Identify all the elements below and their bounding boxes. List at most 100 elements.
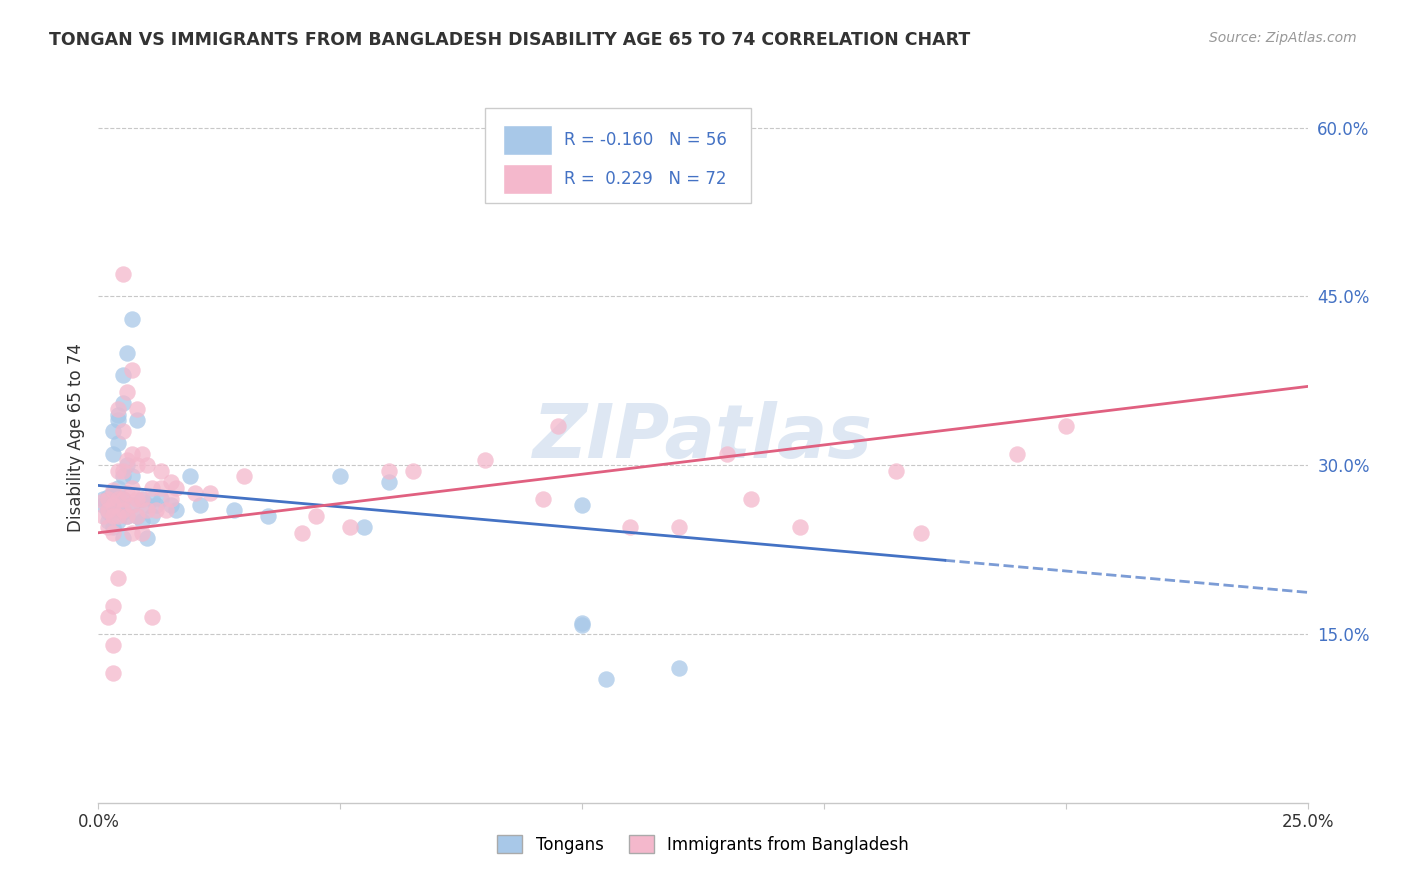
Point [101, 447, 124, 461]
Point [107, 508, 129, 523]
Point [91, 491, 114, 506]
Point [97, 503, 120, 517]
Point [135, 458, 157, 473]
Point [107, 503, 129, 517]
Point [107, 408, 129, 422]
Point [91, 498, 114, 512]
Point [91, 508, 114, 523]
Point [131, 525, 153, 540]
Point [117, 458, 139, 473]
Point [117, 508, 139, 523]
Point [160, 491, 183, 506]
Point [127, 508, 149, 523]
Point [595, 672, 617, 686]
Point [571, 618, 593, 632]
Point [1007, 447, 1029, 461]
Point [97, 491, 120, 506]
Point [160, 475, 183, 489]
Point [111, 491, 134, 506]
Point [97, 610, 120, 624]
Point [716, 447, 738, 461]
Point [127, 491, 149, 506]
Point [111, 425, 134, 439]
Point [101, 498, 124, 512]
Point [117, 385, 139, 400]
Point [131, 515, 153, 529]
Point [97, 520, 120, 534]
Point [377, 475, 399, 489]
Point [165, 481, 187, 495]
Point [121, 447, 143, 461]
Point [121, 498, 143, 512]
Point [107, 491, 129, 506]
Point [111, 267, 134, 281]
Point [329, 469, 352, 483]
Point [135, 532, 157, 546]
Point [232, 469, 254, 483]
Point [111, 469, 134, 483]
Point [117, 486, 139, 500]
Point [131, 491, 153, 506]
Point [131, 491, 153, 506]
Point [97, 506, 120, 520]
Point [101, 486, 124, 500]
Point [141, 610, 163, 624]
Y-axis label: Disability Age 65 to 74: Disability Age 65 to 74 [66, 343, 84, 532]
Point [101, 425, 124, 439]
FancyBboxPatch shape [503, 163, 551, 194]
Point [290, 525, 312, 540]
Point [571, 498, 593, 512]
Point [121, 362, 143, 376]
Point [150, 491, 173, 506]
Point [121, 481, 143, 495]
Point [107, 571, 129, 585]
Point [97, 503, 120, 517]
Point [121, 312, 143, 326]
Point [198, 486, 221, 500]
Point [101, 638, 124, 652]
Point [256, 508, 278, 523]
Point [531, 491, 554, 506]
Point [127, 458, 149, 473]
Point [145, 498, 167, 512]
Point [101, 666, 124, 681]
Point [135, 498, 157, 512]
Point [111, 491, 134, 506]
FancyBboxPatch shape [485, 108, 751, 203]
Point [740, 491, 762, 506]
Legend: Tongans, Immigrants from Bangladesh: Tongans, Immigrants from Bangladesh [491, 829, 915, 860]
Point [111, 368, 134, 383]
Point [97, 515, 120, 529]
Point [339, 520, 361, 534]
Point [91, 494, 114, 508]
Point [619, 520, 641, 534]
Point [107, 515, 129, 529]
Point [145, 503, 167, 517]
Point [127, 401, 149, 416]
Point [111, 532, 134, 546]
Point [523, 109, 546, 123]
Point [571, 615, 593, 630]
Point [305, 508, 328, 523]
Point [107, 498, 129, 512]
Point [402, 464, 425, 478]
Point [188, 498, 211, 512]
Point [165, 503, 187, 517]
Point [117, 345, 139, 359]
Point [97, 494, 120, 508]
Point [160, 498, 183, 512]
Point [107, 481, 129, 495]
Point [111, 464, 134, 478]
Point [101, 503, 124, 517]
Point [121, 525, 143, 540]
Point [107, 401, 129, 416]
Point [155, 503, 177, 517]
Point [222, 503, 245, 517]
Point [111, 503, 134, 517]
Point [141, 481, 163, 495]
FancyBboxPatch shape [503, 125, 551, 155]
Point [474, 452, 496, 467]
Text: TONGAN VS IMMIGRANTS FROM BANGLADESH DISABILITY AGE 65 TO 74 CORRELATION CHART: TONGAN VS IMMIGRANTS FROM BANGLADESH DIS… [49, 31, 970, 49]
Point [135, 503, 157, 517]
Point [668, 520, 690, 534]
